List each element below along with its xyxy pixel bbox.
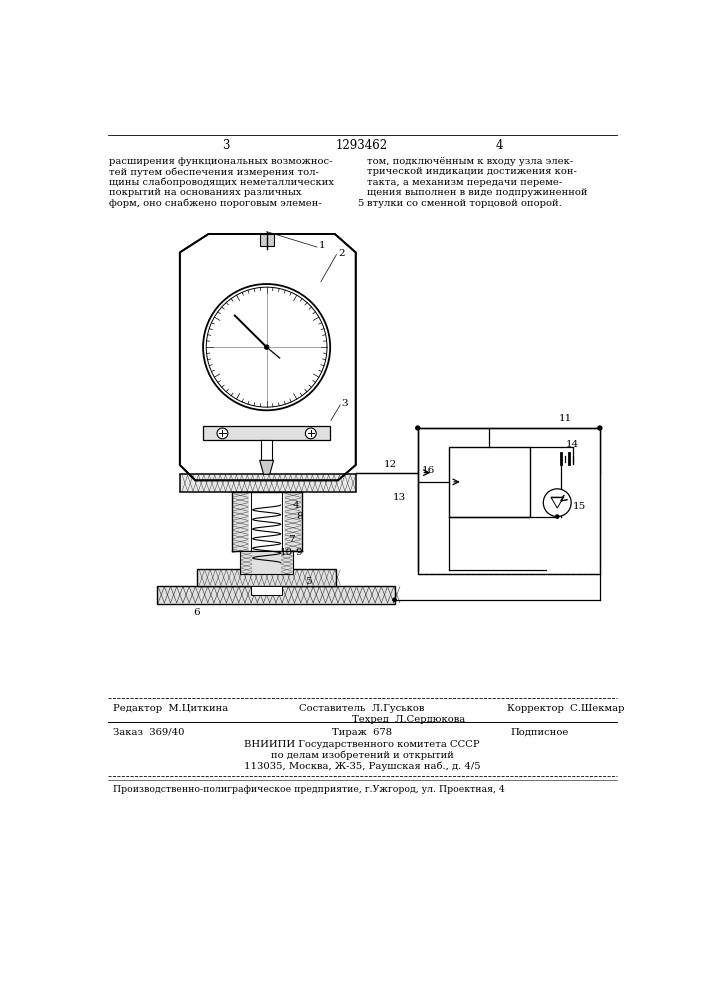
Circle shape: [597, 425, 602, 431]
Text: тей путем обеспечения измерения тол-: тей путем обеспечения измерения тол-: [110, 167, 319, 177]
Bar: [240, 551, 293, 574]
Text: 3: 3: [341, 399, 348, 408]
Text: Составитель  Л.Гуськов: Составитель Л.Гуськов: [299, 704, 425, 713]
Text: 7: 7: [288, 535, 295, 544]
Text: по делам изобретений и открытий: по делам изобретений и открытий: [271, 750, 453, 760]
Text: 3: 3: [222, 139, 229, 152]
Text: 5: 5: [305, 578, 312, 586]
Text: 15: 15: [573, 502, 586, 511]
Text: 12: 12: [384, 460, 397, 469]
Text: 9: 9: [296, 548, 302, 557]
Circle shape: [203, 284, 330, 410]
Text: том, подключённым к входу узла элек-: том, подключённым к входу узла элек-: [368, 157, 573, 166]
Text: 1: 1: [319, 241, 325, 250]
Text: 113035, Москва, Ж-35, Раушская наб., д. 4/5: 113035, Москва, Ж-35, Раушская наб., д. …: [244, 761, 480, 771]
Text: такта, а механизм передачи переме-: такта, а механизм передачи переме-: [368, 178, 563, 187]
Polygon shape: [180, 234, 356, 480]
Text: форм, оно снабжено пороговым элемен-: форм, оно снабжено пороговым элемен-: [110, 198, 322, 208]
Bar: [180, 474, 356, 492]
Polygon shape: [182, 232, 357, 482]
Text: ВНИИПИ Государственного комитета СССР: ВНИИПИ Государственного комитета СССР: [244, 740, 480, 749]
Bar: [156, 586, 395, 604]
Text: 8: 8: [296, 512, 303, 521]
Bar: [251, 586, 282, 595]
Bar: [449, 447, 530, 517]
Bar: [284, 492, 301, 551]
Text: 6: 6: [194, 608, 200, 617]
Circle shape: [543, 489, 571, 517]
Text: 14: 14: [566, 440, 579, 449]
Circle shape: [305, 428, 316, 439]
Circle shape: [217, 428, 228, 439]
Bar: [418, 428, 600, 574]
Text: Корректор  С.Шекмар: Корректор С.Шекмар: [507, 704, 624, 713]
Text: втулки со сменной торцовой опорой.: втулки со сменной торцовой опорой.: [368, 199, 562, 208]
Circle shape: [555, 514, 559, 519]
Bar: [259, 234, 274, 246]
Text: 5: 5: [357, 199, 363, 208]
Text: трической индикации достижения кон-: трической индикации достижения кон-: [368, 167, 577, 176]
Text: Заказ  369/40: Заказ 369/40: [113, 728, 185, 737]
Text: 13: 13: [393, 493, 406, 502]
Circle shape: [392, 597, 397, 602]
Text: щения выполнен в виде подпружиненной: щения выполнен в виде подпружиненной: [368, 188, 588, 197]
Polygon shape: [259, 460, 274, 474]
Text: 1293462: 1293462: [336, 139, 388, 152]
Text: Производственно-полиграфическое предприятие, г.Ужгород, ул. Проектная, 4: Производственно-полиграфическое предприя…: [113, 785, 505, 794]
Text: 4: 4: [292, 500, 299, 510]
Bar: [261, 440, 272, 460]
Bar: [203, 426, 330, 440]
Text: Редактор  М.Циткина: Редактор М.Циткина: [113, 704, 228, 713]
Text: 2: 2: [338, 249, 344, 258]
Text: 16: 16: [421, 466, 435, 475]
Text: Подписное: Подписное: [510, 728, 569, 737]
Text: расширения функциональных возможнос-: расширения функциональных возможнос-: [110, 157, 333, 166]
Text: Техред  Л.Сердюкова: Техред Л.Сердюкова: [352, 715, 465, 724]
Text: покрытий на основаниях различных: покрытий на основаниях различных: [110, 188, 302, 197]
Text: Тираж  678: Тираж 678: [332, 728, 392, 737]
Bar: [197, 569, 337, 586]
Circle shape: [415, 425, 421, 431]
Text: щины слабопроводящих неметаллических: щины слабопроводящих неметаллических: [110, 178, 334, 187]
Bar: [232, 492, 249, 551]
Text: 11: 11: [559, 414, 572, 423]
Text: 10: 10: [280, 548, 293, 557]
Circle shape: [264, 345, 269, 349]
Text: 4: 4: [496, 139, 503, 152]
